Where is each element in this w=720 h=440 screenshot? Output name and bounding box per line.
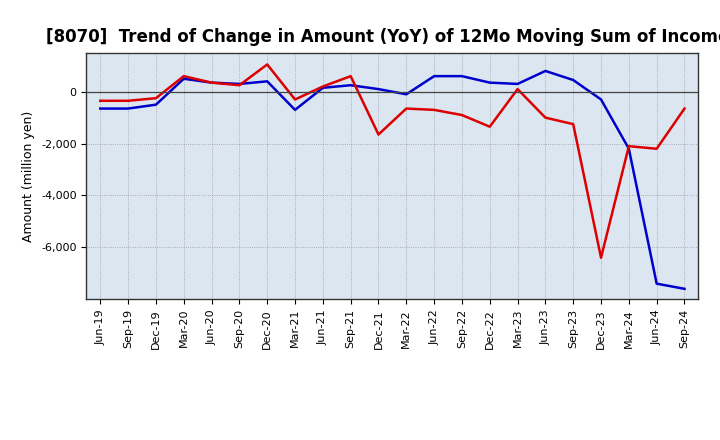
Ordinary Income (96, 106, 104, 111)
Line: Net Income: Net Income (100, 65, 685, 258)
Net Income (207, 80, 216, 85)
Ordinary Income (485, 80, 494, 85)
Net Income (179, 73, 188, 79)
Ordinary Income (597, 97, 606, 102)
Ordinary Income (374, 87, 383, 92)
Net Income (346, 73, 355, 79)
Ordinary Income (207, 80, 216, 85)
Net Income (263, 62, 271, 67)
Net Income (96, 98, 104, 103)
Net Income (152, 95, 161, 101)
Net Income (235, 83, 243, 88)
Ordinary Income (624, 146, 633, 151)
Ordinary Income (680, 286, 689, 291)
Net Income (124, 98, 132, 103)
Net Income (402, 106, 410, 111)
Y-axis label: Amount (million yen): Amount (million yen) (22, 110, 35, 242)
Ordinary Income (513, 81, 522, 87)
Net Income (569, 121, 577, 127)
Ordinary Income (124, 106, 132, 111)
Ordinary Income (263, 79, 271, 84)
Net Income (513, 87, 522, 92)
Ordinary Income (430, 73, 438, 79)
Line: Ordinary Income: Ordinary Income (100, 71, 685, 289)
Ordinary Income (458, 73, 467, 79)
Net Income (430, 107, 438, 113)
Ordinary Income (569, 77, 577, 83)
Ordinary Income (152, 102, 161, 107)
Ordinary Income (402, 92, 410, 97)
Net Income (624, 143, 633, 149)
Net Income (458, 112, 467, 117)
Ordinary Income (652, 281, 661, 286)
Net Income (318, 84, 327, 89)
Ordinary Income (541, 68, 550, 73)
Title: [8070]  Trend of Change in Amount (YoY) of 12Mo Moving Sum of Incomes: [8070] Trend of Change in Amount (YoY) o… (46, 28, 720, 46)
Ordinary Income (346, 83, 355, 88)
Ordinary Income (291, 107, 300, 113)
Ordinary Income (235, 81, 243, 87)
Net Income (541, 115, 550, 120)
Ordinary Income (179, 76, 188, 81)
Net Income (680, 106, 689, 111)
Net Income (485, 124, 494, 129)
Net Income (597, 255, 606, 260)
Ordinary Income (318, 85, 327, 91)
Net Income (374, 132, 383, 137)
Net Income (291, 97, 300, 102)
Net Income (652, 146, 661, 151)
